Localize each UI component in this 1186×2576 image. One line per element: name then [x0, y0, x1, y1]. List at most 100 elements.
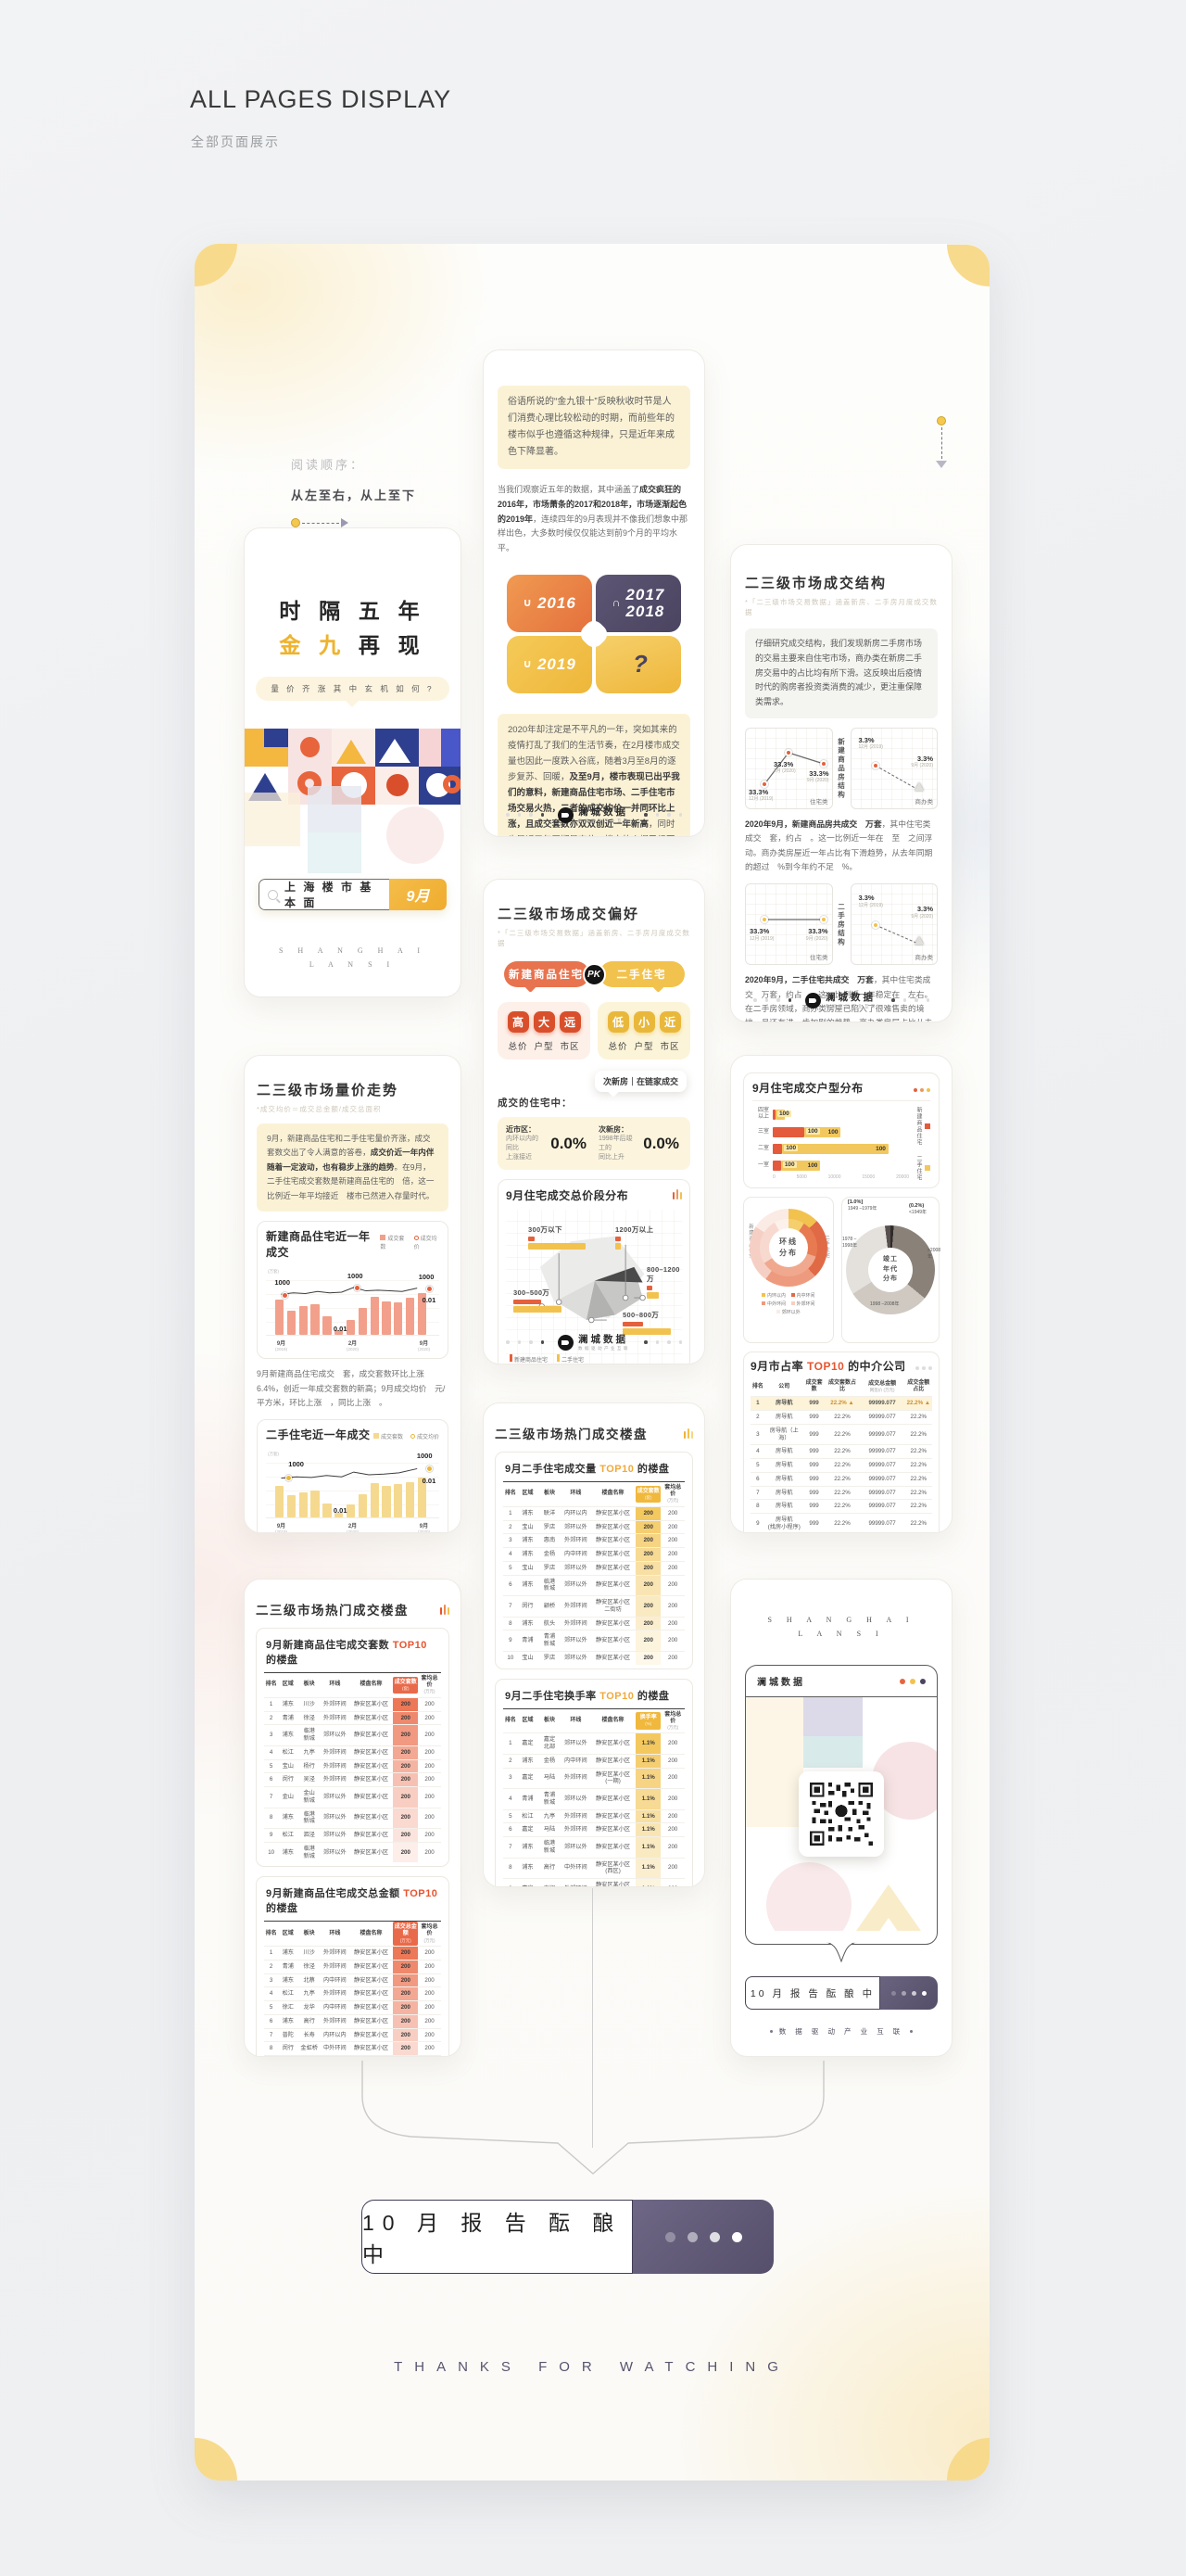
line-chart-commercial: 3.3% 12月 (2019) 3.3% 9月 (2020) 商办类 [850, 727, 938, 809]
table-row: 1 浦东 联洋 内环以内 静安区某小区 200 200 [503, 1505, 685, 1520]
table-row: 2 宝山 罗店 郊环以外 静安区某小区 200 200 [503, 1519, 685, 1534]
trend-mid-text: 9月新建商品住宅成交 套，成交套数环比上涨6.4%，创近一年成交套数的新高；9月… [257, 1369, 446, 1408]
chart-legend: 成交套数 成交均价 [380, 1235, 437, 1251]
page-title: ALL PAGES DISPLAY [190, 85, 452, 113]
table-row: 6 房导航 999 22.2% 99999.077 22.2% [751, 1471, 932, 1486]
reading-order-note: 阅读顺序： 从左至右，从上至下 [291, 455, 416, 527]
table-row: 4 松江 九亭 外郊环间 静安区某小区 200 200 [264, 1986, 441, 2001]
bar-line-chart: (万套) 1000 1000 0.01 0.01 [266, 1449, 439, 1518]
table-row: 5 宝山 杨行 外郊环间 静安区某小区 200 200 [264, 1758, 441, 1773]
corner-accent [947, 244, 990, 286]
table-row: 5 松江 九亭 外郊环间 静安区某小区 1.1% 200 [503, 1808, 685, 1823]
year-tile: ∪ 2019 [507, 635, 592, 693]
table-row: 8 闵行 金虹桥 中外环间 静安区某小区 200 200 [264, 2041, 441, 2056]
table-row: 9 青浦 青浦 新城 郊环以外 静安区某小区 200 200 [503, 1630, 685, 1651]
lancheng-logo: 澜城数据 数据驱动产业互联 [558, 806, 630, 823]
top10-units-table: 9月新建商品住宅成交套数 TOP10 的楼盘 排名 区域 板块 环线 楼盘名称 成交… [256, 1628, 449, 1868]
pk-left-pill: 新建商品住宅 [503, 961, 589, 987]
chart-group-axis: 二手房结构 [837, 902, 846, 947]
hbar-row: 四室 以上 100 [757, 1108, 791, 1121]
table-row: 10 浦东 临港 新城 郊环以外 静安区某小区 200 200 [264, 1841, 441, 1863]
corner-accent [195, 244, 237, 286]
second-hand-structure-charts: 33.3% 12月 (2019) 33.3% 9月 (2020) 住宅类 二手房结构… [745, 883, 938, 966]
table-row: 9 松江 泗泾 郊环以外 静安区某小区 200 200 [264, 1828, 441, 1842]
price-callout: 800–1200万 [647, 1265, 682, 1300]
card-subtitle: *「二三级市场交易数据」涵盖新房、二手房月度成交数据 [498, 929, 690, 947]
table-caption: 9月新建商品住宅成交总金额 TOP10 的楼盘 [264, 1884, 441, 1922]
table-title: 9月市占率 TOP10 的中介公司 [751, 1360, 906, 1373]
hbar-row: 三室 100 100 [752, 1127, 909, 1138]
structure-note: 仔细研究成交结构，我们发现新房二手房市场的交易主要来自住宅市场，商办类在新房二手… [745, 628, 938, 718]
star-icon [582, 622, 606, 646]
price-callout: 300–500万 [513, 1288, 561, 1313]
pastel-circle [386, 806, 444, 864]
unit-type-panel: 9月住宅成交户型分布 四室 以上 100 [743, 1072, 940, 1188]
card-intro: 俗语所说的“金九银十”反映秋收时节是人们消费心理比较松动的时期，而前些年的楼市似… [483, 349, 705, 837]
table-row: 9 房导航 (找房小程序) 999 22.2% 99999.077 22.2% [751, 1513, 932, 1532]
second-hand-traits: 低小近 总价 户型 市区 [598, 1002, 690, 1060]
thanks-text: THANKS FOR WATCHING [394, 2359, 790, 2375]
table-row: 6 浦东 临港 新城 郊环以外 静安区某小区 200 200 [503, 1574, 685, 1596]
table-row: 3 浦东 临港 新城 郊环以外 静安区某小区 200 200 [264, 1724, 441, 1745]
table-row: 7 金山 金山 新城 郊环以外 静安区某小区 200 200 [264, 1786, 441, 1808]
window-tail [826, 1942, 857, 1962]
donut-callout: [1.0%] 1949 –1979年 [848, 1199, 877, 1212]
x-axis: 0 5000 10000 15000 20000 [773, 1174, 909, 1181]
table-row: 8 房导航 999 22.2% 99999.077 22.2% [751, 1499, 932, 1513]
card-title: 二三级市场热门成交楼盘 [495, 1428, 648, 1441]
next-report-button[interactable]: 10 月 报 告 酝 酿 中 [745, 1976, 938, 2010]
pagination: 澜城数据 数据驱动产业互联 [731, 992, 952, 1009]
cover-title-line2: 金 九 再 现 [279, 633, 426, 657]
bars-icon [683, 1428, 693, 1439]
legend-item: 郊环以外 [776, 1309, 801, 1315]
card-distribution: 9月住宅成交户型分布 四室 以上 100 [730, 1055, 953, 1533]
legend-item: 中外环间 [762, 1301, 786, 1307]
table-row: 5 房导航 999 22.2% 99999.077 22.2% [751, 1458, 932, 1472]
right-arrow-icon [291, 518, 416, 527]
brand-tagline: 数 据 驱 动 产 业 互 联 [731, 2026, 952, 2037]
qr-code[interactable] [799, 1771, 884, 1857]
card-title: 二三级市场成交结构 [745, 576, 888, 591]
cover-title-line1: 时 隔 五 年 [279, 600, 426, 623]
table-row: 3 浦东 北蔡 内中环间 静安区某小区 200 200 [264, 1973, 441, 1987]
chart-legend: 新建商品住宅 二手住宅 [915, 1101, 930, 1181]
next-report-cta[interactable]: 10 月 报 告 酝 酿 中 [361, 2200, 774, 2274]
window-controls [900, 1678, 926, 1684]
table-row: 4 房导航 999 22.2% 99999.077 22.2% [751, 1444, 932, 1458]
table-row: 8 浦东 航头 外郊环间 静安区某小区 200 200 [503, 1616, 685, 1631]
year-tile: ∪ 2016 [507, 574, 592, 632]
donut-callout: (0.2%) <1949年 [909, 1203, 927, 1216]
pagination: 澜城数据 数据驱动产业互联 [484, 806, 704, 823]
table-caption: 9月二手住宅换手率 TOP10 的楼盘 [503, 1686, 685, 1709]
cover-search-bar[interactable]: 上 海 楼 市 基 本 面 9月 [259, 879, 447, 910]
card-title: 二三级市场量价走势 [257, 1083, 399, 1098]
table-caption: 9月二手住宅成交量 TOP10 的楼盘 [503, 1459, 685, 1482]
trait-badge: 大 [533, 1011, 555, 1033]
down-arrow-icon [936, 416, 947, 468]
stats-box: 近市区： 内环以内的同比 上涨接近 0.0% 次新房： 1998年后竣工的 同比上升… [498, 1117, 690, 1171]
brand-wordmark: S H A N G H A I L A N S I [278, 946, 426, 970]
table-row: 3 浦东 惠南 外郊环间 静安区某小区 200 200 [503, 1533, 685, 1548]
corner-accent [947, 2438, 990, 2481]
tooltip-bubble: 次新房｜在链家成交 [594, 1071, 687, 1092]
card-trend: 二三级市场量价走势 *成交均价＝成交总金额/成交总面积 9月，新建商品住宅和二手… [244, 1055, 461, 1533]
legend-item: 外郊环间 [791, 1301, 815, 1307]
corner-accent [195, 2438, 237, 2481]
table-row: 5 宝山 罗店 郊环以外 静安区某小区 200 200 [503, 1560, 685, 1575]
table-row: 2 房导航 999 22.2% 99999.077 22.2% [751, 1410, 932, 1424]
top10-turnover-table: 9月二手住宅换手率 TOP10 的楼盘 排名 区域 板块 环线 楼盘名称 换手率 (%… [495, 1678, 693, 1886]
card-cover: 时 隔 五 年 金 九 再 现 量 价 齐 涨 其 中 玄 机 如 何 ? [244, 527, 461, 997]
loading-dots [633, 2200, 774, 2274]
pagination: 澜城数据 数据驱动产业互联 [484, 1334, 704, 1351]
table-row: 4 松江 九亭 外郊环间 静安区某小区 200 200 [264, 1745, 441, 1759]
stat-value: 0.0% [640, 1133, 682, 1155]
logo-icon [805, 992, 821, 1009]
second-hand-chart-panel: 二手住宅近一年成交 成交套数 成交均价 (万套) 1000 1000 0.01 … [257, 1418, 448, 1532]
price-callout: 1200万以上 [615, 1225, 653, 1250]
new-home-chart-panel: 新建商品住宅近一年成交 成交套数 成交均价 (万套) 1000 1000 100… [257, 1221, 448, 1360]
window-title: 澜城数据 [757, 1678, 805, 1688]
dots-icon [915, 1366, 932, 1370]
lancheng-logo: 澜城数据 数据驱动产业互联 [558, 1334, 630, 1351]
